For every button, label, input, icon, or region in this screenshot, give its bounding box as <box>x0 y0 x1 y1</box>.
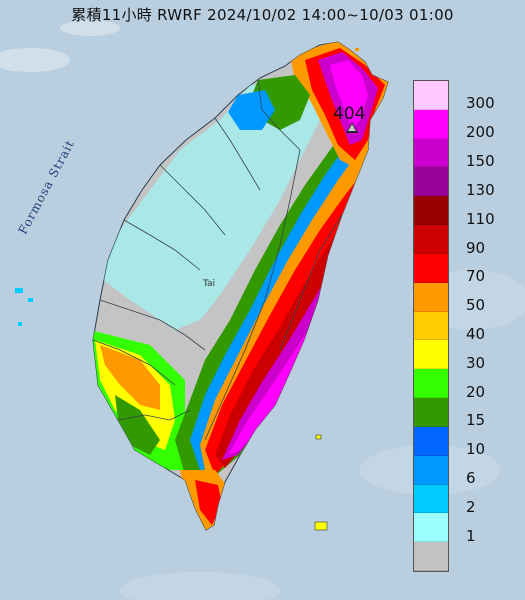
legend-swatch <box>414 369 448 399</box>
map-title: 累積11小時 RWRF 2024/10/02 14:00~10/03 01:00 <box>71 6 454 24</box>
legend-tick-label: 200 <box>466 123 495 142</box>
legend-swatch <box>414 282 448 312</box>
legend-tick-label: 130 <box>466 180 495 199</box>
legend-swatch <box>414 426 448 456</box>
lanyu-island <box>314 521 328 531</box>
legend-tick-label: 2 <box>466 497 476 516</box>
legend-tick-label: 90 <box>466 238 486 257</box>
legend-tick-label: 300 <box>466 94 495 113</box>
max-rainfall-marker-icon <box>346 122 358 133</box>
legend-tick-label: 40 <box>466 325 486 343</box>
legend-tick-label: 70 <box>466 267 486 286</box>
cloud-texture <box>0 20 525 600</box>
legend-tick-label: 6 <box>466 469 476 488</box>
legend-swatch <box>414 542 448 572</box>
lyudao-island <box>315 434 322 440</box>
offshore-islands <box>15 48 359 531</box>
legend-tick-label: 30 <box>466 353 486 372</box>
legend-tick-label: 110 <box>466 209 495 228</box>
penghu-island <box>28 298 33 302</box>
place-label: Tai <box>203 279 216 289</box>
legend-swatch <box>414 513 448 543</box>
legend-tick-label: 150 <box>466 152 495 171</box>
legend-swatch <box>414 340 448 370</box>
legend-swatch <box>414 196 448 226</box>
legend-tick-label: 15 <box>466 411 486 430</box>
legend-swatch <box>414 311 448 341</box>
legend-swatch <box>414 253 448 283</box>
county-boundaries <box>92 79 343 441</box>
color-legend <box>413 80 449 572</box>
legend-swatch <box>414 138 448 168</box>
legend-tick-label: 20 <box>466 382 486 401</box>
legend-swatch <box>414 81 448 110</box>
legend-swatch <box>414 484 448 514</box>
legend-swatch <box>414 455 448 485</box>
penghu-island <box>18 322 22 326</box>
max-rainfall-value: 404 <box>333 104 366 124</box>
legend-swatch <box>414 167 448 197</box>
legend-swatch <box>414 225 448 254</box>
legend-tick-label: 10 <box>466 440 486 459</box>
legend-swatch <box>414 398 448 427</box>
guishan-island <box>355 48 359 51</box>
legend-labels: 300 200 150 130 110 90 70 50 40 30 20 15 10 6 2 1 <box>452 80 512 570</box>
legend-tick-label: 1 <box>466 526 476 545</box>
legend-swatch <box>414 109 448 139</box>
legend-tick-label: 50 <box>466 296 486 315</box>
penghu-island <box>15 288 23 293</box>
